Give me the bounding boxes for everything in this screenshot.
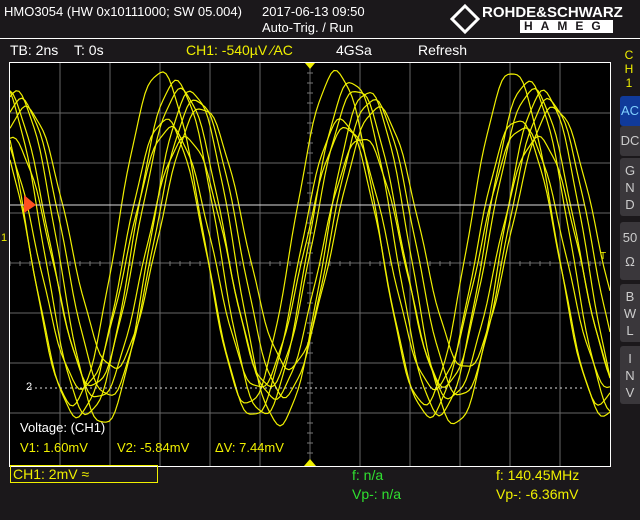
waveform-trace: [9, 118, 611, 419]
waveform-trace: [9, 97, 611, 399]
waveform-display[interactable]: Voltage: (CH1) V1: 1.60mV V2: -5.84mV ΔV…: [9, 62, 611, 467]
cursor2-marker[interactable]: 2: [26, 381, 33, 393]
brand-top: ROHDE&SCHWARZ: [482, 4, 623, 21]
trigger-state: Auto-Trig. / Run: [262, 20, 354, 35]
waveform-svg: [9, 62, 611, 466]
impedance-50ohm-button[interactable]: 50 Ω: [620, 222, 640, 280]
sample-rate[interactable]: 4GSa: [336, 42, 372, 58]
timebase[interactable]: TB: 2ns: [10, 42, 59, 58]
waveform-trace: [9, 125, 611, 391]
trigger-position-icon: [305, 63, 315, 69]
datetime: 2017-06-13 09:50: [262, 4, 365, 19]
trigger-point-icon: [24, 195, 36, 213]
side-ch-h: H: [624, 62, 634, 76]
acq-mode[interactable]: Refresh: [418, 42, 468, 58]
channel-marker[interactable]: 1: [1, 232, 8, 244]
cursor-title: Voltage: (CH1): [20, 420, 106, 435]
coupling-ac-button[interactable]: AC: [620, 96, 640, 126]
freq-right: f: 140.45MHz: [496, 467, 580, 483]
side-ch-c: C: [624, 48, 634, 62]
header-divider: [0, 38, 640, 39]
horizontal-position-icon: [304, 459, 316, 466]
freq-left: f: n/a: [352, 467, 384, 483]
ch1-scale-box[interactable]: CH1: 2mV ≈: [10, 465, 158, 483]
model-info: HMO3054 (HW 0x10111000; SW 05.004): [4, 4, 242, 19]
waveform-trace: [9, 87, 611, 388]
coupling-dc-button[interactable]: DC: [620, 126, 640, 156]
trigger-level-marker[interactable]: T: [600, 251, 607, 262]
invert-button[interactable]: I N V: [620, 346, 640, 404]
cursor-dv: ΔV: 7.44mV: [215, 440, 284, 455]
vpp-left: Vp-: n/a: [352, 486, 402, 502]
waveform-trace: [9, 79, 611, 417]
bwl-button[interactable]: B W L: [620, 284, 640, 342]
rs-diamond-icon: [450, 4, 480, 34]
brand-bottom: HAMEG: [520, 20, 613, 33]
cursor-v2: V2: -5.84mV: [117, 440, 190, 455]
side-ch-1: 1: [625, 76, 633, 90]
cursor-v1: V1: 1.60mV: [20, 440, 88, 455]
vpp-right: Vp-: -6.36mV: [496, 486, 579, 502]
coupling-gnd-button[interactable]: G N D: [620, 158, 640, 216]
channel-trigger[interactable]: CH1: -540µV ⁄AC: [186, 42, 293, 58]
trigger-time[interactable]: T: 0s: [74, 42, 104, 58]
brand-logo: ROHDE&SCHWARZ HAMEG: [450, 4, 640, 34]
waveform-trace: [9, 69, 611, 407]
